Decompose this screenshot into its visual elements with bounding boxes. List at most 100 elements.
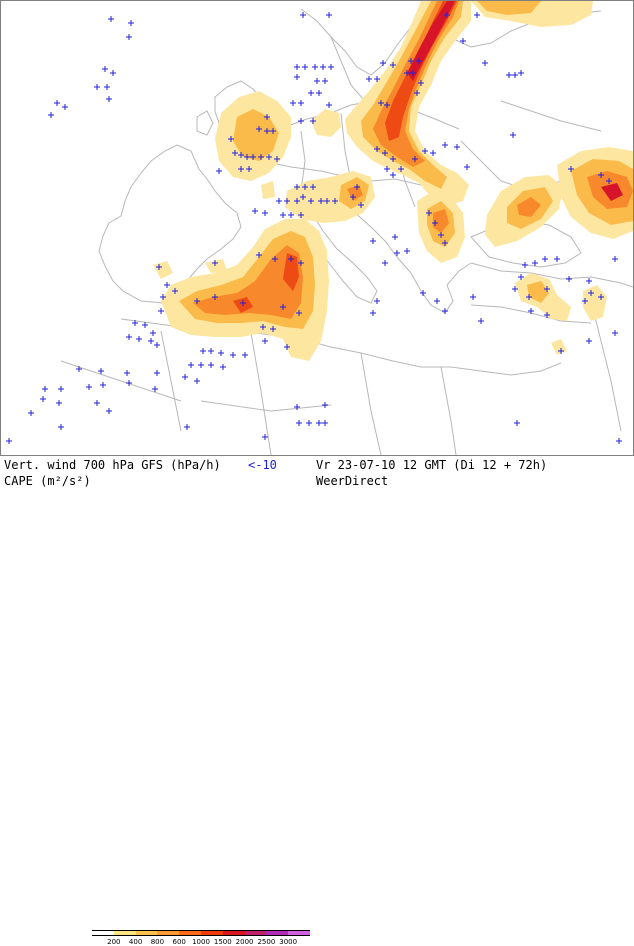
plus-icon: [532, 260, 538, 266]
plus-icon: [212, 294, 218, 300]
plus-icon: [358, 202, 364, 208]
plus-icon: [106, 408, 112, 414]
plus-icon: [126, 34, 132, 40]
plus-icon: [380, 60, 386, 66]
plus-icon: [398, 166, 404, 172]
plus-icon: [264, 114, 270, 120]
plus-icon: [104, 84, 110, 90]
plus-icon: [58, 386, 64, 392]
plus-icon: [288, 256, 294, 262]
scale-tick-label: 2500: [257, 938, 276, 946]
plus-icon: [194, 298, 200, 304]
plus-icon: [544, 286, 550, 292]
plus-icon: [184, 424, 190, 430]
scale-tick-label: 3000: [279, 938, 298, 946]
plus-icon: [62, 104, 68, 110]
plus-icon: [316, 90, 322, 96]
plus-icon: [294, 184, 300, 190]
plus-icon: [108, 16, 114, 22]
plus-icon: [598, 172, 604, 178]
plus-icon: [86, 384, 92, 390]
plus-icon: [588, 290, 594, 296]
plus-icon: [240, 300, 246, 306]
plus-icon: [470, 294, 476, 300]
threshold-label: <-10: [248, 458, 277, 472]
plus-icon: [482, 60, 488, 66]
plus-icon: [518, 70, 524, 76]
plus-icon: [312, 64, 318, 70]
plus-icon: [208, 348, 214, 354]
plus-icon: [300, 194, 306, 200]
plus-icon: [418, 80, 424, 86]
plus-icon: [324, 198, 330, 204]
plus-icon: [544, 312, 550, 318]
plus-icon: [244, 154, 250, 160]
plus-icon: [270, 326, 276, 332]
plus-icon: [284, 344, 290, 350]
plus-icon: [302, 64, 308, 70]
plus-icon: [612, 256, 618, 262]
scale-swatch: [288, 930, 311, 936]
plus-icon: [586, 278, 592, 284]
plus-icon: [128, 20, 134, 26]
plus-icon: [506, 72, 512, 78]
plus-icon: [288, 212, 294, 218]
plus-icon: [228, 136, 234, 142]
plus-icon: [332, 198, 338, 204]
scale-swatch: [157, 930, 180, 936]
plus-icon: [518, 274, 524, 280]
plus-icon: [294, 198, 300, 204]
map-parameter-label: Vert. wind 700 hPa GFS (hPa/h): [4, 458, 221, 472]
plus-icon: [322, 402, 328, 408]
plus-icon: [374, 76, 380, 82]
plus-icon: [132, 320, 138, 326]
plus-icon: [296, 420, 302, 426]
plus-icon: [422, 148, 428, 154]
plus-icon: [238, 152, 244, 158]
plus-icon: [354, 184, 360, 190]
plus-icon: [410, 70, 416, 76]
plus-icon: [56, 400, 62, 406]
plus-icon: [426, 210, 432, 216]
cape-label: CAPE (m²/s²): [4, 474, 91, 488]
legend-footer: Vert. wind 700 hPa GFS (hPa/h) <-10 Vr 2…: [0, 456, 634, 946]
scale-tick-label: 200: [107, 938, 121, 946]
scale-tick-label: 1500: [213, 938, 232, 946]
plus-icon: [370, 310, 376, 316]
plus-icon: [198, 362, 204, 368]
scale-tick-label: 2000: [235, 938, 254, 946]
plus-icon: [444, 12, 450, 18]
plus-icon: [392, 234, 398, 240]
plus-icon: [454, 144, 460, 150]
plus-icon: [328, 64, 334, 70]
scale-tick-label: 800: [150, 938, 165, 946]
plus-icon: [582, 298, 588, 304]
plus-icon: [262, 210, 268, 216]
plus-icon: [320, 64, 326, 70]
plus-icon: [294, 64, 300, 70]
plus-icon: [474, 12, 480, 18]
plus-icon: [110, 70, 116, 76]
plus-icon: [136, 336, 142, 342]
plus-icon: [232, 150, 238, 156]
plus-icon: [514, 420, 520, 426]
plus-icon: [262, 434, 268, 440]
plus-icon: [298, 100, 304, 106]
plus-icon: [434, 298, 440, 304]
plus-icon: [542, 256, 548, 262]
plus-icon: [478, 318, 484, 324]
plus-icon: [416, 58, 422, 64]
plus-icon: [250, 154, 256, 160]
plus-icon: [322, 420, 328, 426]
updraft-markers: [6, 12, 622, 444]
plus-icon: [420, 290, 426, 296]
plus-icon: [200, 348, 206, 354]
plus-icon: [106, 96, 112, 102]
plus-icon: [350, 194, 356, 200]
plus-icon: [464, 164, 470, 170]
plus-icon: [322, 78, 328, 84]
plus-icon: [294, 74, 300, 80]
plus-icon: [28, 410, 34, 416]
plus-icon: [598, 294, 604, 300]
plus-icon: [316, 420, 322, 426]
